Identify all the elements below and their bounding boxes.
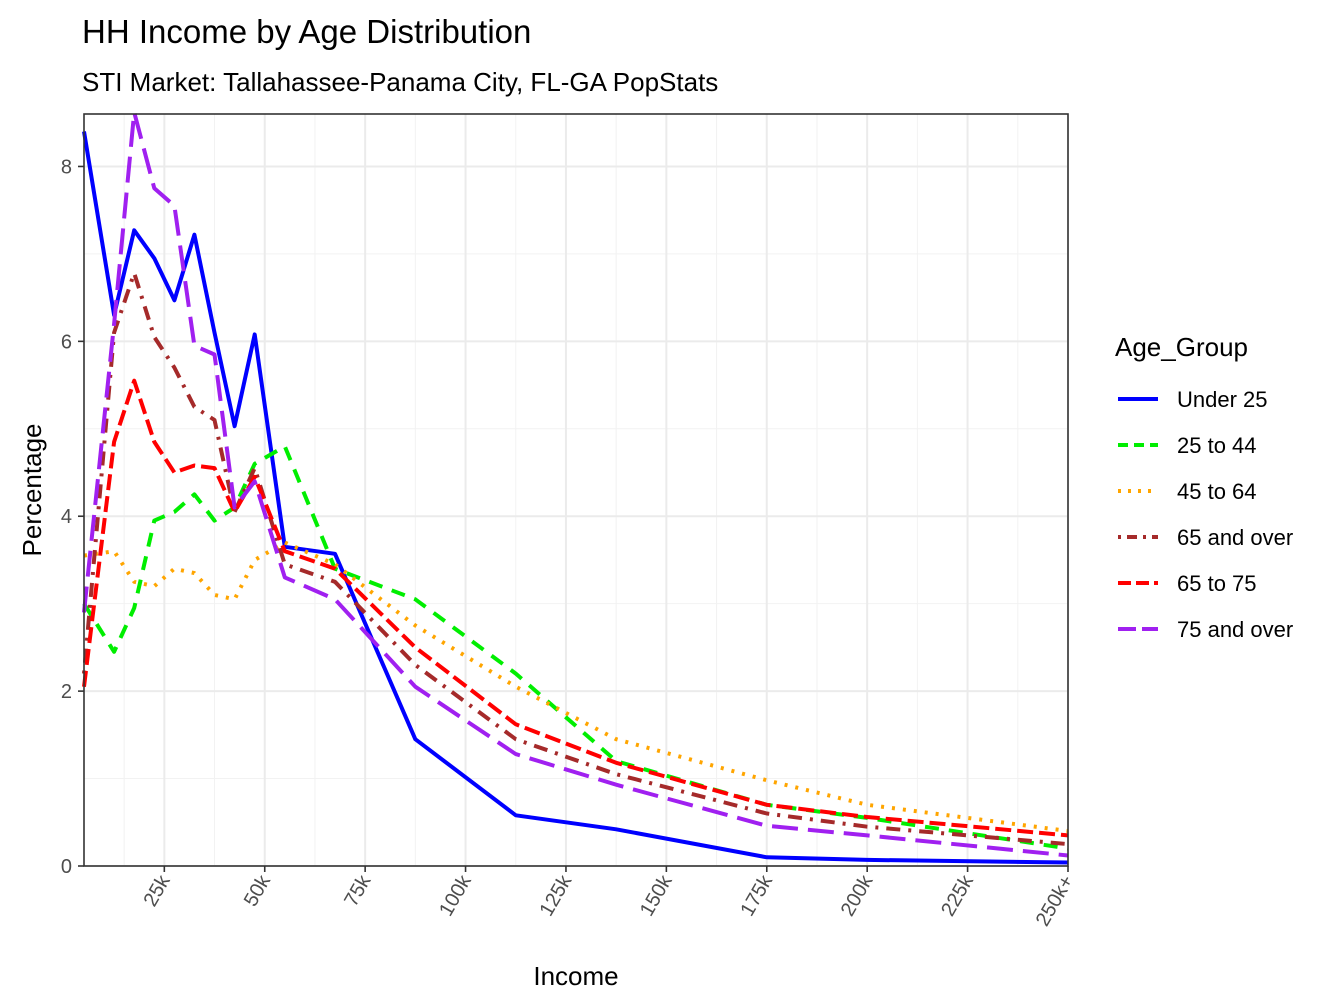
- x-tick-label: 150k: [636, 871, 677, 920]
- x-tick-label: 50k: [240, 871, 276, 911]
- plot-panel-border: [83, 113, 1069, 867]
- y-axis-title: Percentage: [17, 424, 47, 557]
- chart-title: HH Income by Age Distribution: [82, 13, 531, 50]
- grid-minor: [84, 114, 1068, 866]
- y-tick-label: 4: [61, 506, 72, 528]
- legend-title: Age_Group: [1115, 332, 1248, 362]
- series-line-0: [82, 131, 1069, 865]
- legend-label-1: 25 to 44: [1177, 433, 1257, 458]
- x-tick-label: 225k: [937, 871, 978, 920]
- x-tick-label: 200k: [837, 871, 878, 920]
- x-tick-label: 100k: [435, 871, 476, 920]
- x-axis-title: Income: [533, 961, 618, 991]
- x-tick-label: 250k+: [1032, 872, 1079, 931]
- y-tick-label: 2: [61, 681, 72, 703]
- x-tick-label: 125k: [536, 871, 577, 920]
- x-tick-label: 175k: [736, 871, 777, 920]
- legend-label-3: 65 and over: [1177, 525, 1293, 550]
- y-tick-label: 8: [61, 156, 72, 178]
- y-tick-label: 0: [61, 856, 72, 878]
- x-tick-label: 75k: [340, 871, 376, 911]
- x-axis: 25k 50k 75k 100k 125k 150k 175k 200k 225k 250k+: [139, 866, 1078, 930]
- y-axis: 0 2 4 6 8: [61, 156, 84, 878]
- series-line-2: [83, 540, 1069, 833]
- series-line-3: [82, 271, 1069, 847]
- y-tick-label: 6: [61, 331, 72, 353]
- series-layer: [82, 110, 1069, 865]
- legend: Age_Group Under 25 25 to 44 45 to 64 65 and…: [1115, 332, 1293, 642]
- series-line-1: [82, 444, 1069, 851]
- legend-label-4: 65 to 75: [1177, 571, 1257, 596]
- series-line-5: [82, 110, 1069, 858]
- legend-label-5: 75 and over: [1177, 617, 1293, 642]
- x-tick-label: 25k: [139, 871, 175, 911]
- series-line-4: [82, 378, 1069, 838]
- chart-subtitle: STI Market: Tallahassee-Panama City, FL-…: [82, 67, 718, 97]
- legend-label-0: Under 25: [1177, 387, 1268, 412]
- legend-label-2: 45 to 64: [1177, 479, 1257, 504]
